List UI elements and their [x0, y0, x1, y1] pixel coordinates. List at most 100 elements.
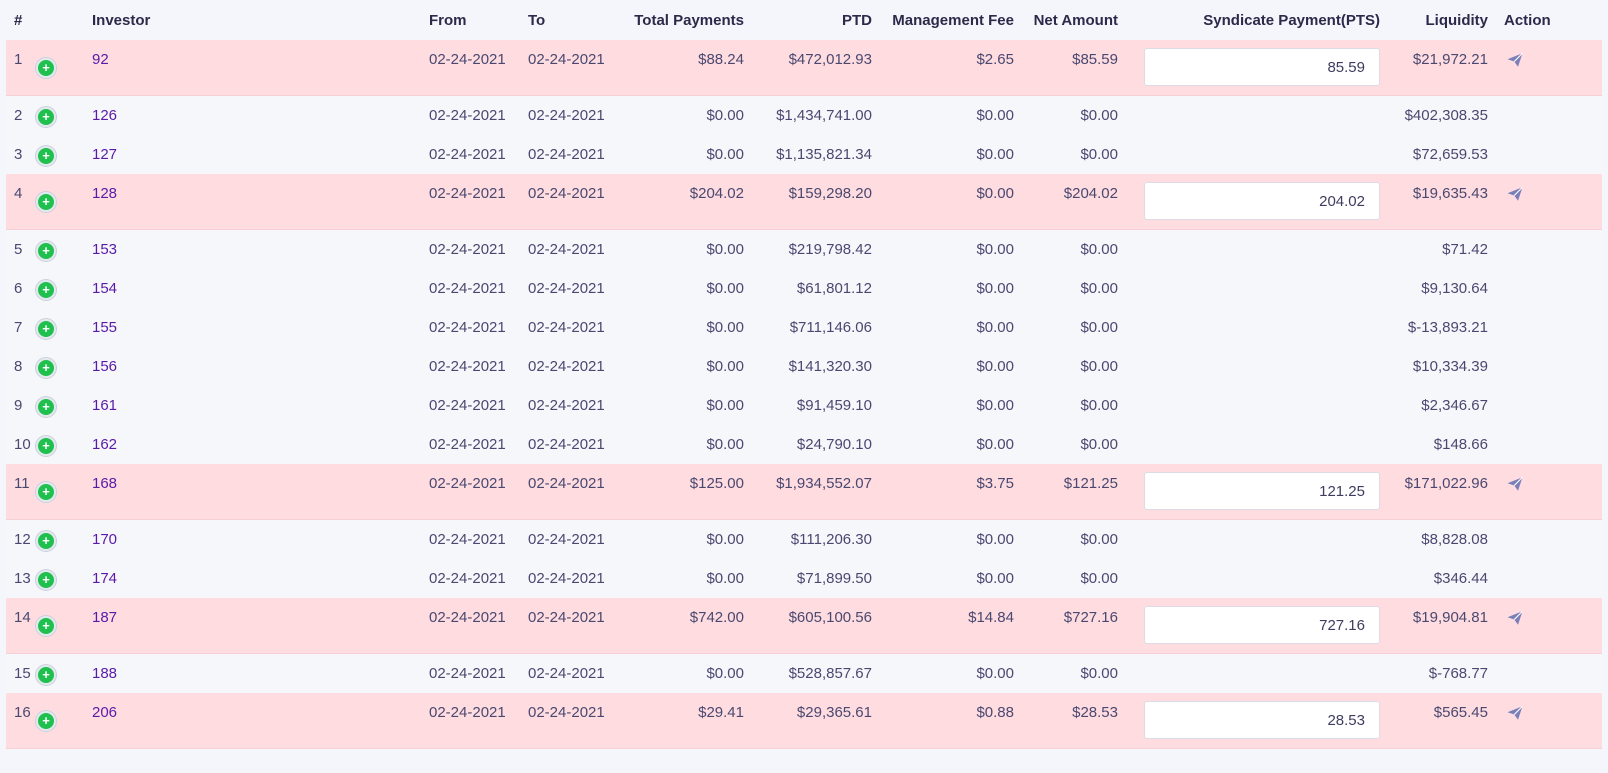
expand-row-plus-icon[interactable]: + — [36, 570, 56, 590]
send-icon[interactable] — [1506, 51, 1524, 69]
to-date: 02-24-2021 — [528, 436, 605, 453]
col-liquidity[interactable]: Liquidity — [1425, 11, 1489, 29]
investor-link[interactable]: 128 — [92, 185, 118, 202]
total-payments: $125.00 — [610, 464, 752, 520]
col-index[interactable]: # — [14, 11, 23, 29]
send-icon[interactable] — [1506, 704, 1524, 722]
investor-link[interactable]: 154 — [92, 280, 118, 297]
col-management-fee[interactable]: Management Fee — [892, 11, 1014, 29]
expand-row-plus-icon[interactable]: + — [36, 358, 56, 378]
expand-row-plus-icon[interactable]: + — [36, 531, 56, 551]
send-icon[interactable] — [1506, 185, 1524, 203]
investor-cell: 162 — [84, 425, 421, 464]
liquidity: $402,308.35 — [1404, 107, 1488, 124]
net-amount: $0.00 — [1080, 241, 1118, 258]
investor-link[interactable]: 168 — [92, 475, 118, 492]
expand-row-plus-icon[interactable]: + — [36, 280, 56, 300]
net-amount: $0.00 — [1080, 397, 1118, 414]
ptd-value: $711,146.06 — [789, 319, 872, 336]
action-cell — [1496, 386, 1602, 425]
syndicate-payment-cell — [1126, 464, 1388, 520]
expand-row-plus-icon[interactable]: + — [36, 436, 56, 456]
send-icon[interactable] — [1506, 475, 1524, 493]
syndicate-payment-input[interactable] — [1144, 472, 1380, 510]
expand-row-plus-icon[interactable]: + — [36, 107, 56, 127]
ptd-value: $61,801.12 — [796, 280, 872, 297]
liquidity: $9,130.64 — [1421, 280, 1488, 297]
send-icon[interactable] — [1506, 609, 1524, 627]
row-index-cell: 9 + — [6, 386, 84, 425]
investor-cell: 188 — [84, 654, 421, 693]
from-date: 02-24-2021 — [429, 280, 506, 297]
from-date: 02-24-2021 — [429, 358, 506, 375]
from-date: 02-24-2021 — [421, 174, 520, 230]
from-date: 02-24-2021 — [421, 598, 520, 654]
to-date: 02-24-2021 — [528, 397, 605, 414]
syndicate-payment-cell — [1126, 425, 1388, 464]
investor-link[interactable]: 174 — [92, 570, 118, 587]
expand-row-plus-icon[interactable]: + — [36, 482, 56, 502]
investor-link[interactable]: 155 — [92, 319, 118, 336]
liquidity: $-768.77 — [1428, 665, 1488, 682]
to-date: 02-24-2021 — [528, 358, 605, 375]
table-row: 12 +170 02-24-2021 02-24-2021 $0.00 $111,206.… — [6, 520, 1602, 559]
to-date: 02-24-2021 — [520, 598, 610, 654]
col-total-payments[interactable]: Total Payments — [634, 11, 744, 29]
table-row: 4 +128 02-24-2021 02-24-2021 $204.02 $159,298… — [6, 174, 1602, 230]
syndicate-payment-input[interactable] — [1144, 48, 1380, 86]
expand-row-plus-icon[interactable]: + — [36, 241, 56, 261]
investor-link[interactable]: 161 — [92, 397, 118, 414]
to-date: 02-24-2021 — [520, 174, 610, 230]
investor-link[interactable]: 126 — [92, 107, 118, 124]
investor-link[interactable]: 162 — [92, 436, 118, 453]
expand-row-plus-icon[interactable]: + — [36, 711, 56, 731]
investor-link[interactable]: 127 — [92, 146, 118, 163]
syndicate-payment-input[interactable] — [1144, 606, 1380, 644]
from-date: 02-24-2021 — [421, 40, 520, 96]
row-index: 9 — [14, 397, 23, 414]
syndicate-payment-input[interactable] — [1144, 701, 1380, 739]
expand-row-plus-icon[interactable]: + — [36, 146, 56, 166]
net-amount: $0.00 — [1080, 358, 1118, 375]
liquidity: $2,346.67 — [1421, 397, 1488, 414]
row-index-cell: 16 + — [6, 693, 84, 749]
col-to[interactable]: To — [528, 11, 546, 29]
investor-link[interactable]: 156 — [92, 358, 118, 375]
to-date: 02-24-2021 — [528, 570, 605, 587]
col-ptd[interactable]: PTD — [842, 11, 872, 29]
from-date: 02-24-2021 — [429, 107, 506, 124]
row-index: 12 — [14, 531, 31, 548]
syndicate-payment-cell — [1126, 96, 1388, 135]
expand-row-plus-icon[interactable]: + — [36, 665, 56, 685]
syndicate-payment-input[interactable] — [1144, 182, 1380, 220]
to-date: 02-24-2021 — [528, 241, 605, 258]
expand-row-plus-icon[interactable]: + — [36, 58, 56, 78]
investor-link[interactable]: 153 — [92, 241, 118, 258]
investor-link[interactable]: 170 — [92, 531, 118, 548]
ptd-value: $111,206.30 — [790, 531, 872, 548]
col-net-amount[interactable]: Net Amount — [1033, 11, 1118, 29]
investor-link[interactable]: 92 — [92, 51, 109, 68]
expand-row-plus-icon[interactable]: + — [36, 397, 56, 417]
expand-row-plus-icon[interactable]: + — [36, 192, 56, 212]
row-index-cell: 1 + — [6, 40, 84, 96]
row-index-cell: 12 + — [6, 520, 84, 559]
table-header: # Investor From To Total Payments PTD Ma… — [6, 0, 1602, 40]
table-row: 7 +155 02-24-2021 02-24-2021 $0.00 $711,146.0… — [6, 308, 1602, 347]
investor-link[interactable]: 206 — [92, 704, 118, 721]
expand-row-plus-icon[interactable]: + — [36, 616, 56, 636]
expand-row-plus-icon[interactable]: + — [36, 319, 56, 339]
table-row: 16 +206 02-24-2021 02-24-2021 $29.41 $29,365.… — [6, 693, 1602, 749]
investor-link[interactable]: 187 — [92, 609, 118, 626]
management-fee: $0.00 — [976, 397, 1014, 414]
investor-link[interactable]: 188 — [92, 665, 118, 682]
table-row: 5 +153 02-24-2021 02-24-2021 $0.00 $219,798.4… — [6, 230, 1602, 269]
from-date: 02-24-2021 — [429, 531, 506, 548]
management-fee: $0.00 — [976, 146, 1014, 163]
ptd-value: $29,365.61 — [752, 693, 880, 749]
col-investor[interactable]: Investor — [92, 11, 151, 29]
col-syndicate-payment[interactable]: Syndicate Payment(PTS) — [1203, 11, 1380, 29]
from-date: 02-24-2021 — [429, 436, 506, 453]
col-from[interactable]: From — [429, 11, 467, 29]
row-index: 1 — [14, 51, 23, 68]
